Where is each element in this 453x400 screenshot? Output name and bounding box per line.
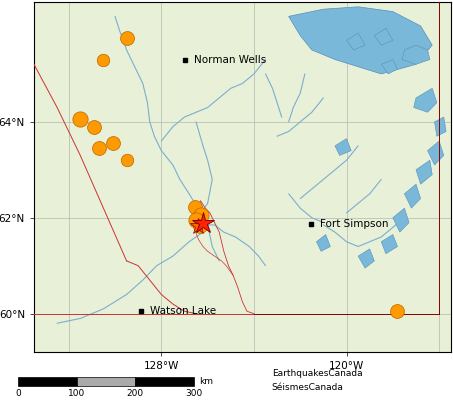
Polygon shape — [335, 139, 351, 156]
Text: EarthquakesCanada: EarthquakesCanada — [272, 369, 362, 378]
Polygon shape — [402, 45, 430, 64]
Text: 0: 0 — [15, 389, 21, 398]
Text: km: km — [199, 377, 212, 386]
Polygon shape — [358, 249, 374, 268]
Text: 200: 200 — [127, 389, 144, 398]
Polygon shape — [414, 88, 437, 112]
Text: Norman Wells: Norman Wells — [194, 56, 266, 66]
Polygon shape — [381, 60, 397, 74]
Polygon shape — [393, 208, 409, 232]
Text: Watson Lake: Watson Lake — [150, 306, 216, 316]
Text: Fort Simpson: Fort Simpson — [320, 220, 388, 230]
Polygon shape — [416, 160, 432, 184]
Polygon shape — [428, 141, 444, 165]
Polygon shape — [434, 117, 446, 136]
Bar — [135, 377, 194, 386]
Polygon shape — [347, 33, 365, 50]
Polygon shape — [374, 28, 393, 45]
Text: 100: 100 — [68, 389, 85, 398]
Polygon shape — [317, 234, 330, 251]
Bar — [77, 377, 135, 386]
Bar — [18, 377, 77, 386]
Text: SéismesCanada: SéismesCanada — [272, 383, 344, 392]
Polygon shape — [405, 184, 421, 208]
Text: 300: 300 — [185, 389, 202, 398]
Polygon shape — [289, 7, 432, 74]
Polygon shape — [381, 234, 397, 254]
